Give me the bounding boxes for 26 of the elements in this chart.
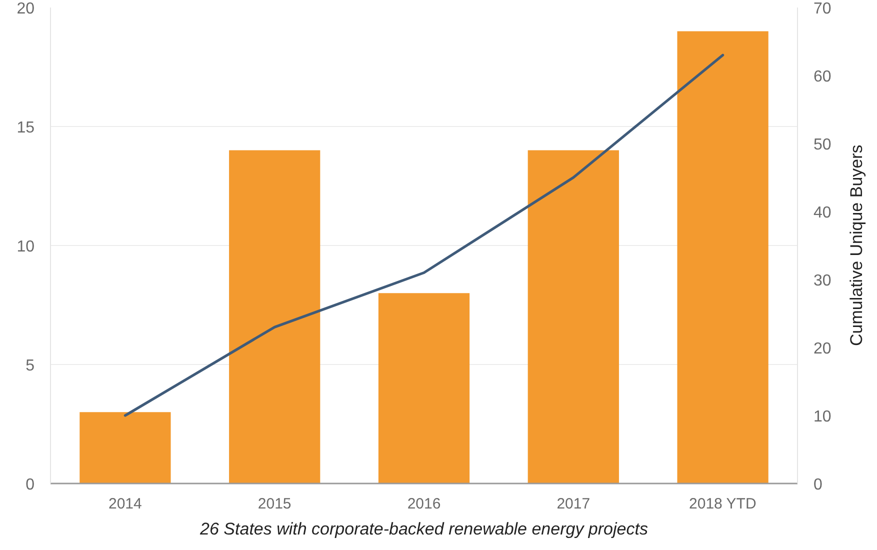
bar [378,293,470,484]
y2-tick-label: 50 [814,136,832,154]
x-tick-label: 2015 [258,496,292,512]
x-tick-label: 2017 [556,496,590,512]
text: 26 States with corporate-backed renewable energy projects [199,520,648,538]
bar [80,412,171,484]
x-tick-label: 2014 [108,496,142,512]
y2-tick-label: 60 [814,68,832,86]
y2-tick-label: 10 [814,408,832,426]
y-tick-label: 15 [16,120,35,136]
y2-tick-label: 40 [814,204,832,222]
y-tick-label: 0 [26,476,35,494]
y2-tick-label: 0 [814,476,822,494]
y2-tick-label: 30 [814,272,832,290]
y2-tick-label: 20 [814,340,832,358]
x-tick-label: 2018 YTD [689,496,756,512]
y2-axis-title: Cumulative Unique Buyers [846,144,867,346]
y-tick-label: 20 [16,0,35,18]
y-tick-label: 5 [26,358,35,374]
bar [229,150,320,484]
line-series [124,54,724,417]
y2-tick-label: 70 [814,0,832,18]
y-tick-label: 10 [16,238,35,256]
x-tick-label: 2016 [407,496,441,512]
bar [528,150,619,484]
bar [677,31,768,484]
